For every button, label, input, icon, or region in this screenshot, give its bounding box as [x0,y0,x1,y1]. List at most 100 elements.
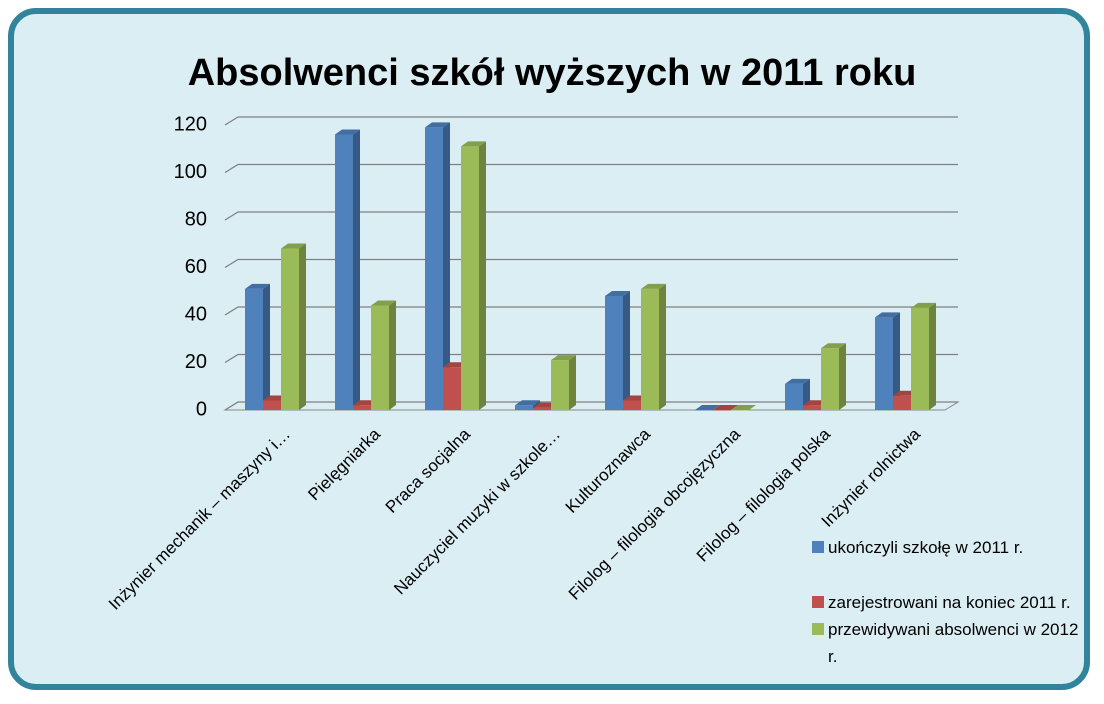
bar-front [893,395,911,410]
y-tick-label: 20 [185,351,207,373]
bar [335,129,360,410]
bar [641,283,666,410]
grid-line [224,116,958,126]
bar-top [731,405,756,410]
legend-swatch [812,541,824,553]
bar-top [641,283,666,289]
bar [875,312,900,410]
y-tick-label: 60 [185,256,207,278]
legend-item: zarejestrowani na koniec 2011 r. [812,589,1092,616]
bar-front [425,127,443,410]
grid-line [224,211,958,221]
bar [911,302,936,410]
bar-front [461,146,479,410]
bar-side [929,302,936,410]
bar-top [605,291,630,296]
bar [461,141,486,410]
bar-top [695,405,720,410]
grid-line [224,306,958,316]
legend: ukończyli szkołę w 2011 r. zarejestrowani… [812,534,1092,670]
bar-front [551,360,569,410]
bar-front [785,383,803,410]
bar-front [263,400,281,410]
x-tick-label: Inżynier rolnictwa [818,424,925,531]
bar-top [245,283,270,289]
bar-front [803,405,821,410]
bar-top [551,355,576,361]
bar-side [299,243,306,410]
bar-front [371,305,389,410]
bar-side [443,122,450,410]
x-tick-label: Nauczyciel muzyki w szkole… [390,425,564,599]
grid-line [224,258,958,269]
bar [245,283,270,410]
chart-panel [8,8,1090,690]
x-tick-label: Pielęgniarka [304,424,384,504]
bar-side [389,300,396,410]
bar [281,243,306,410]
y-tick-label: 120 [174,113,207,135]
bar-front [713,410,731,411]
bar-side [839,343,846,410]
x-tick-label: Inżynier mechanik – maszyny i… [105,425,294,614]
bar [605,291,630,410]
bar-front [641,288,659,410]
legend-label: przewidywani absolwenci w 2012 r. [828,620,1079,666]
legend-swatch [812,596,824,608]
bar-top [785,378,810,384]
grid-line [224,401,958,411]
y-tick-label: 40 [185,303,207,325]
bar [695,405,720,411]
bar-top [713,405,738,410]
y-tick-label: 100 [174,161,207,183]
x-tick-label: Kulturoznawca [562,424,655,517]
legend-label: ukończyli szkołę w 2011 r. [828,538,1024,557]
bar [371,300,396,410]
bar-side [263,283,270,410]
bar-front [335,134,353,410]
bar-front [605,296,623,410]
grid-line [224,163,958,174]
bar [731,405,756,411]
bar [551,355,576,410]
x-tick-label: Filolog – filologia obcojęzyczna [565,424,745,604]
bar-front [533,407,551,410]
bar-side [893,312,900,410]
bar-front [731,410,749,411]
bar [785,378,810,410]
bar-front [515,405,533,410]
bar-front [875,317,893,410]
bar-side [479,141,486,410]
bar-top [911,302,936,308]
bar-top [875,312,900,318]
legend-item: ukończyli szkołę w 2011 r. [812,534,1092,561]
bar-front [911,307,929,410]
bar-front [245,288,263,410]
bar-front [695,410,713,411]
bar-top [821,343,846,349]
bar-top [371,300,396,306]
bar-side [353,129,360,410]
bar-front [443,367,461,410]
bar-top [281,243,306,249]
y-tick-label: 0 [196,398,207,420]
x-tick-label: Praca socjalna [382,424,475,517]
bar-side [623,291,630,410]
bar [821,343,846,410]
bar-top [425,122,450,128]
legend-label: zarejestrowani na koniec 2011 r. [828,593,1071,612]
grid-line [224,353,958,364]
floor [223,401,960,411]
bar-front [623,400,641,410]
legend-swatch [812,623,824,635]
legend-item: przewidywani absolwenci w 2012 r. [812,616,1092,670]
bar [713,405,738,411]
bar-top [461,141,486,147]
bar [425,122,450,410]
bar-front [821,348,839,410]
bar-side [569,355,576,410]
bar-front [281,248,299,410]
bar-front [353,405,371,410]
